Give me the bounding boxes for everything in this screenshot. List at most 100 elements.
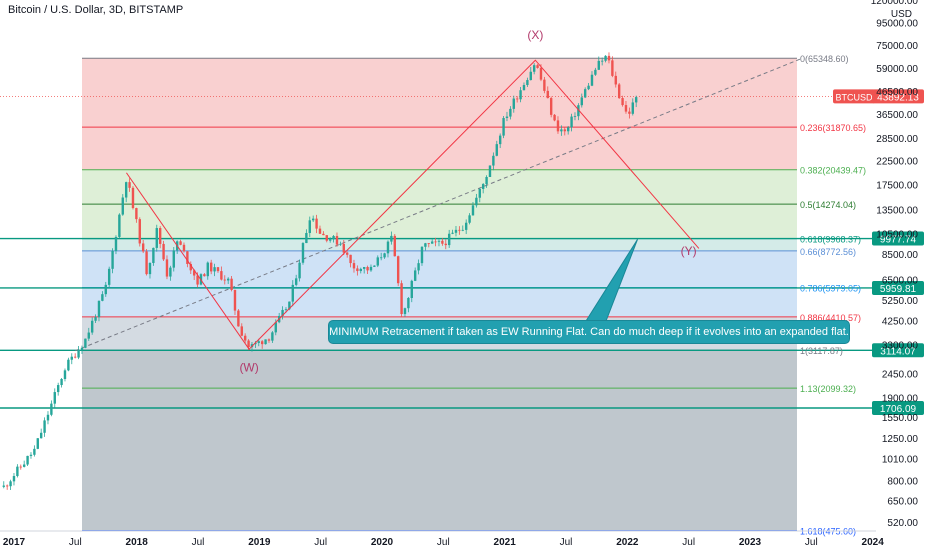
candle-body [36,438,39,449]
candle-body [339,243,342,245]
candle-body [2,485,5,487]
candle-body [237,310,240,327]
candle-body [311,218,315,221]
y-tick-label: 13500.00 [876,206,918,217]
y-tick-label: 59000.00 [876,64,918,75]
fib-band [82,350,797,389]
candle-body [597,60,600,70]
candle-body [522,85,526,91]
candle-body [152,247,155,263]
candle-body [573,116,577,117]
candle-body [12,476,16,482]
candle-body [335,236,339,245]
candle-body [475,197,478,206]
candle-body [352,263,356,269]
candle-body [33,448,36,455]
y-tick-label: 120000.00 [871,0,919,7]
candle-body [461,229,464,231]
candle-body [512,98,515,109]
candle-body [158,228,162,244]
candle-body [26,455,29,465]
candle-body [298,262,301,279]
y-tick-label: 6500.00 [882,276,919,287]
fib-level-label: 0.382(20439.47) [800,166,866,176]
candle-body [56,385,60,393]
y-tick-label: 28500.00 [876,134,918,145]
candle-body [373,265,376,267]
candle-body [519,90,522,100]
fib-level-label: 0.886(4410.57) [800,313,861,323]
x-tick-label: Jul [437,537,450,548]
symbol-tag-bg [833,89,875,104]
chart-title: Bitcoin / U.S. Dollar, 3D, BITSTAMP [8,4,184,16]
candle-body [288,301,291,310]
candle-body [213,267,216,272]
candle-body [315,218,318,229]
candle-body [410,280,413,298]
x-tick-label: Jul [314,537,327,548]
candle-body [257,341,260,343]
candle-body [121,197,124,215]
x-tick-label: Jul [192,537,205,548]
candle-body [294,278,298,285]
candle-body [141,243,145,252]
candle-body [577,105,580,117]
candle-body [128,182,131,188]
fib-band [82,169,797,205]
y-tick-label: 650.00 [887,497,918,508]
fib-band [82,204,797,239]
candle-body [441,240,444,244]
candle-body [281,309,284,316]
x-tick-label: 2017 [3,537,26,548]
candle-body [94,317,97,321]
x-tick-label: Jul [69,537,82,548]
annotation-callout[interactable]: MINIMUM Retracement if taken as EW Runni… [328,320,850,344]
y-tick-label: 22500.00 [876,157,918,168]
candle-body [444,243,447,246]
current-price-tag-label: 43892.13 [877,92,919,103]
candle-body [468,215,471,223]
fib-level-label: 1.618(475.60) [800,527,856,537]
y-tick-label: 95000.00 [876,18,918,29]
candle-body [39,432,43,439]
candle-body [488,165,492,177]
fib-level-label: 0.66(8772.56) [800,247,856,257]
price-tag-bg [872,280,924,295]
candle-body [427,243,430,245]
candle-body [16,466,19,477]
fib-band [82,238,797,251]
x-tick-label: Jul [560,537,573,548]
candle-body [247,340,250,348]
candle-body [403,308,407,315]
candle-body [498,135,502,145]
candle-body [172,250,175,268]
y-tick-label: 2450.00 [882,369,919,380]
candle-body [532,65,536,72]
wave-label: (X) [527,28,543,42]
y-tick-label: 5250.00 [882,296,919,307]
fib-level-label: 0(65348.60) [800,54,849,64]
candle-body [546,90,549,99]
symbol-tag-label: BTCUSD [835,92,873,102]
candle-body [566,127,570,132]
candle-body [206,262,209,277]
candle-body [169,267,172,277]
candle-body [233,290,237,311]
candle-body [607,55,611,61]
candle-body [430,241,434,244]
candle-body [509,108,512,117]
y-tick-label: 4250.00 [882,316,919,327]
x-tick-label: 2019 [248,537,271,548]
candle-body [359,268,362,272]
candle-body [322,233,325,236]
fib-level-label: 0.786(5979.05) [800,284,861,294]
candle-body [570,116,573,128]
x-tick-label: Jul [682,537,695,548]
candle-body [209,262,213,272]
candle-body [434,241,437,243]
candle-body [216,267,220,272]
candle-body [492,155,495,166]
candle-body [617,84,621,99]
candle-body [604,55,607,61]
